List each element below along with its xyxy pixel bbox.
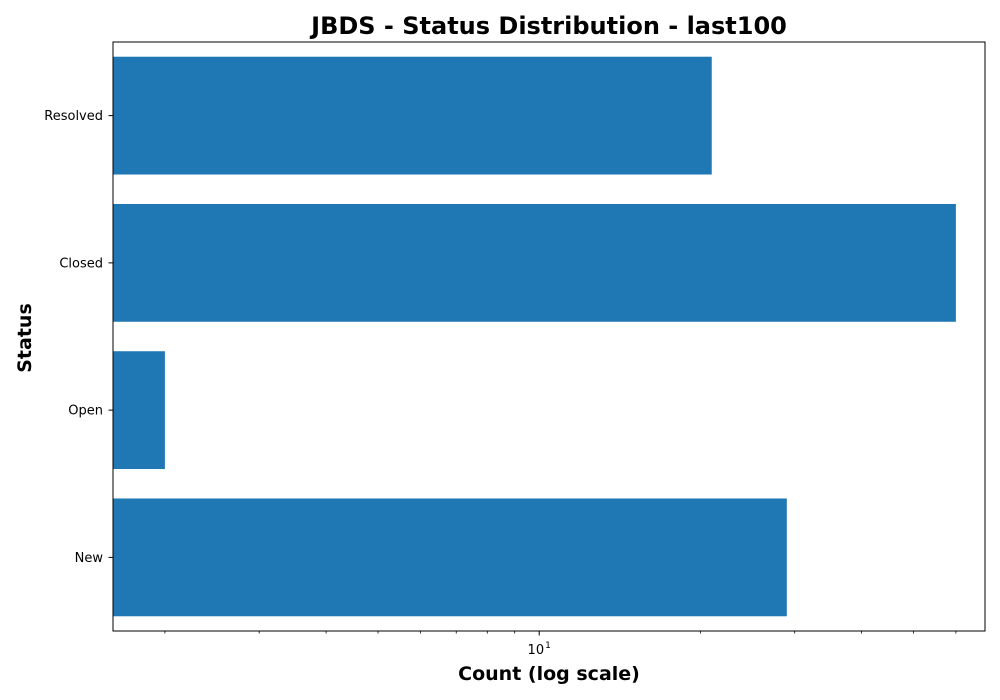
x-ticks: 101 <box>164 631 957 658</box>
y-tick-label: New <box>75 551 104 566</box>
y-ticks: Resolved Closed Open New <box>44 109 113 566</box>
bar-open <box>113 351 165 470</box>
bar-resolved <box>113 56 712 175</box>
bars-group <box>113 56 956 617</box>
plot-frame <box>112 41 986 632</box>
chart-title: JBDS - Status Distribution - last100 <box>309 12 787 40</box>
bar-new <box>113 498 787 617</box>
y-tick-label: Open <box>68 404 103 419</box>
y-axis-label: Status <box>14 303 36 373</box>
bar-closed <box>113 203 956 322</box>
x-tick-label: 101 <box>528 641 551 658</box>
x-axis-label: Count (log scale) <box>458 663 640 685</box>
y-tick-label: Closed <box>59 256 103 271</box>
y-tick-label: Resolved <box>44 109 103 124</box>
